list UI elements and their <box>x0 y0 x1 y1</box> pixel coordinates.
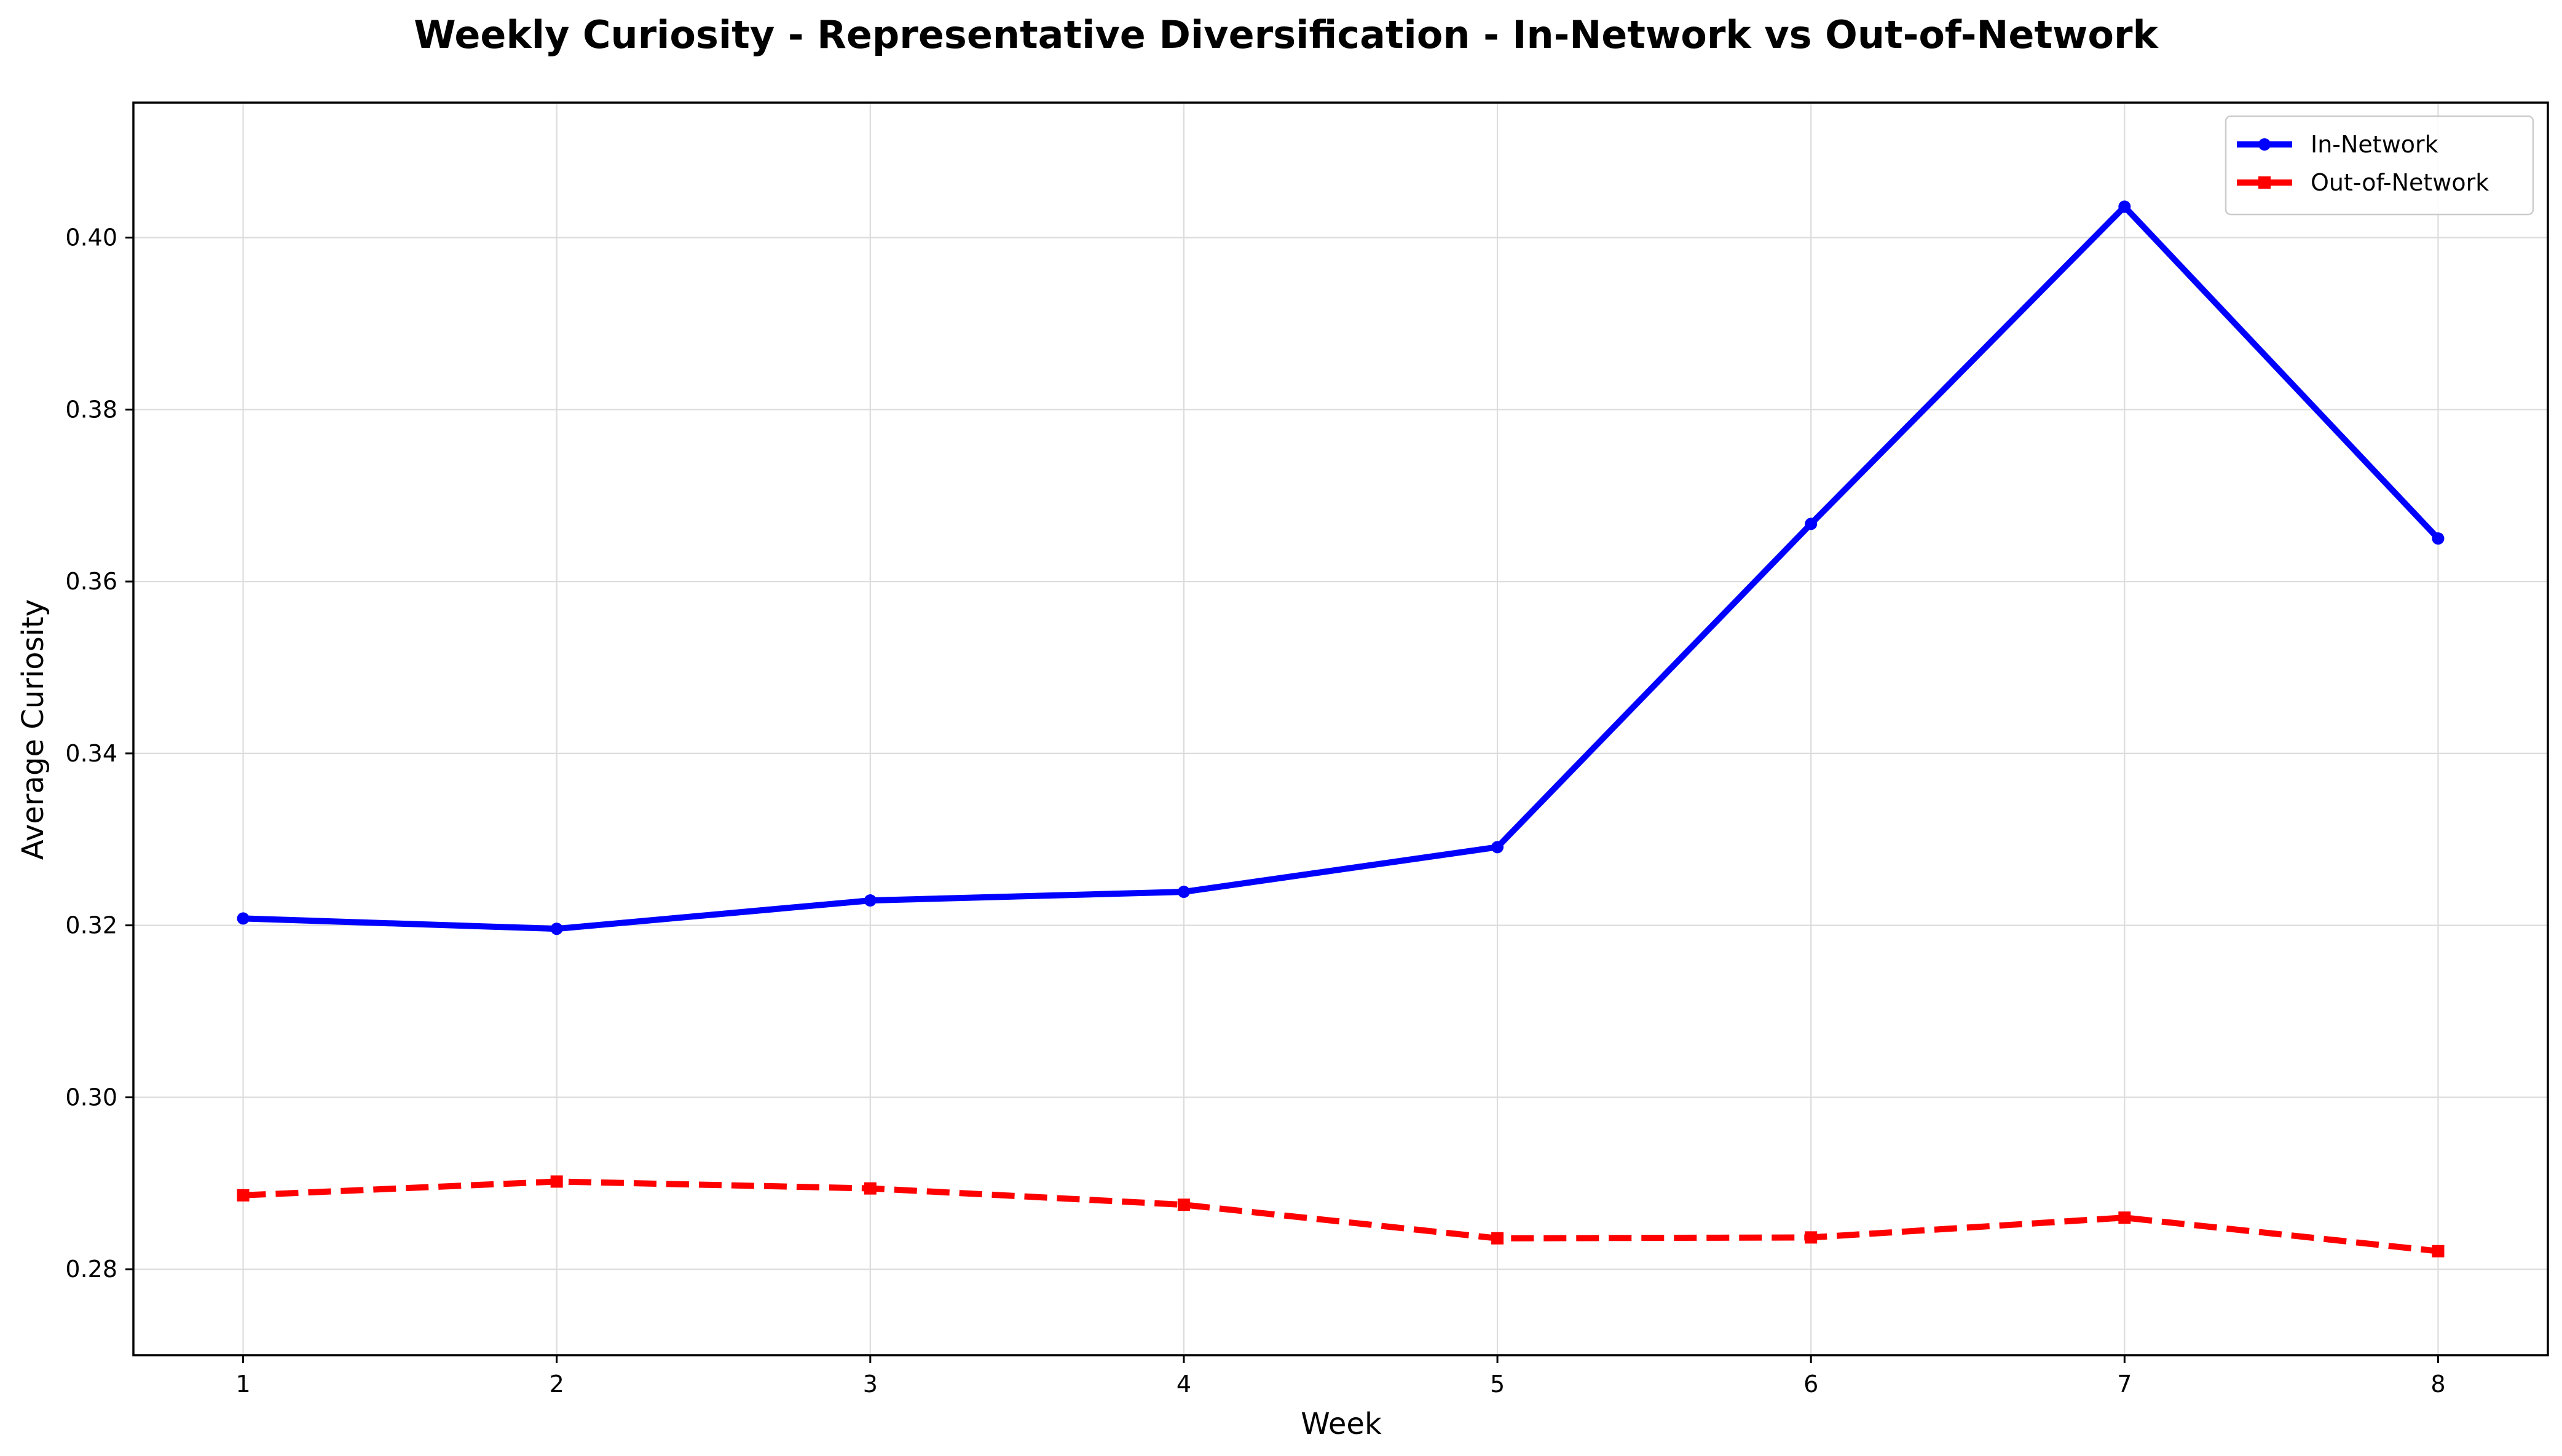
y-tick-label: 0.38 <box>65 396 117 423</box>
data-point-out-of-network <box>1491 1232 1504 1245</box>
x-tick-label: 2 <box>550 1371 564 1398</box>
data-point-in-network <box>2432 532 2445 545</box>
series-out-of-network <box>237 1175 2445 1257</box>
x-tick-label: 6 <box>1803 1371 1818 1398</box>
data-point-in-network <box>1177 886 1190 899</box>
series-in-network <box>237 200 2445 935</box>
y-tick-label: 0.36 <box>65 568 117 595</box>
series-line-in-network <box>240 203 2442 932</box>
data-point-out-of-network <box>237 1189 250 1202</box>
data-point-out-of-network <box>2432 1245 2445 1257</box>
chart-title: Weekly Curiosity - Representative Divers… <box>414 12 2159 57</box>
axis-ticks: 1 2 3 4 5 6 7 8 0.28 0.30 0.32 0.34 0.36 0.38 0.40 <box>65 224 2445 1398</box>
y-tick-label: 0.34 <box>65 740 117 767</box>
data-point-in-network <box>1805 517 1818 530</box>
x-tick-label: 4 <box>1177 1371 1191 1398</box>
y-tick-label: 0.40 <box>65 224 117 251</box>
data-point-out-of-network <box>2118 1211 2131 1224</box>
plot-area-frame <box>132 101 2549 1356</box>
data-point-in-network <box>2118 200 2131 213</box>
x-tick-label: 7 <box>2117 1371 2132 1398</box>
y-tick-label: 0.32 <box>65 912 117 939</box>
series-line-out-of-network <box>243 1178 2439 1254</box>
data-point-in-network <box>864 894 877 907</box>
data-point-in-network <box>237 912 250 925</box>
legend-marker-in-network <box>2258 138 2271 151</box>
data-point-out-of-network <box>1805 1231 1818 1244</box>
series-lines <box>237 200 2445 1257</box>
legend-label-out-of-network: Out-of-Network <box>2311 169 2489 196</box>
x-tick-label: 5 <box>1490 1371 1505 1398</box>
legend-label-in-network: In-Network <box>2311 131 2438 158</box>
legend-box <box>2225 115 2534 216</box>
x-tick-label: 8 <box>2430 1371 2445 1398</box>
data-point-in-network <box>1491 841 1504 854</box>
legend: In-Network Out-of-Network <box>2225 115 2534 216</box>
x-axis-label: Week <box>1301 1407 1382 1441</box>
data-point-out-of-network <box>864 1182 877 1195</box>
x-tick-label: 1 <box>235 1371 250 1398</box>
legend-marker-out-of-network <box>2258 176 2271 189</box>
y-axis-label: Average Curiosity <box>16 599 50 860</box>
data-point-out-of-network <box>550 1175 563 1188</box>
data-point-in-network <box>550 923 563 935</box>
y-tick-label: 0.28 <box>65 1256 117 1283</box>
data-point-out-of-network <box>1177 1198 1190 1211</box>
y-tick-label: 0.30 <box>65 1084 117 1111</box>
x-tick-label: 3 <box>863 1371 878 1398</box>
